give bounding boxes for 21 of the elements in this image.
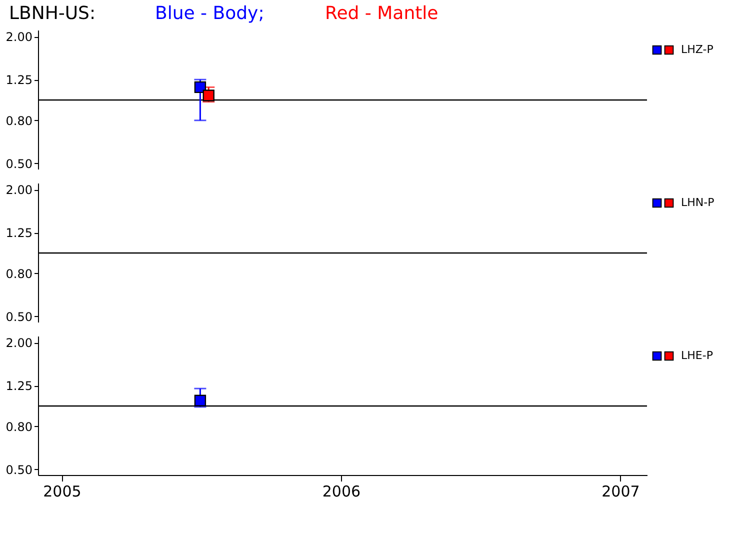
legend-title: LHN-P (681, 196, 715, 209)
y-tick-label: 0.80 (6, 266, 32, 281)
y-tick-label: 1.25 (6, 73, 32, 88)
x-tick-label: 2006 (322, 482, 361, 500)
legend-title: LHE-P (681, 349, 714, 362)
y-tick-label: 2.00 (6, 183, 32, 198)
y-tick-label: 1.25 (6, 379, 32, 394)
y-tick-label: 0.50 (6, 462, 32, 477)
x-tick-label: 2005 (43, 482, 82, 500)
x-tick-label: 2007 (602, 482, 640, 500)
y-tick-label: 0.50 (6, 156, 32, 171)
text: Blue - Body; (155, 3, 264, 24)
chart-title: LBNH-US: (9, 3, 96, 24)
y-tick-label: 0.80 (6, 114, 32, 128)
y-tick-label: 0.50 (6, 310, 32, 324)
y-tick-label: 2.00 (6, 336, 32, 350)
y-tick-label: 2.00 (6, 30, 32, 44)
y-tick-label: 0.80 (6, 420, 32, 434)
y-tick-label: 1.25 (6, 226, 32, 240)
text: Red - Mantle (325, 3, 438, 24)
legend-title: LHZ-P (681, 43, 714, 56)
